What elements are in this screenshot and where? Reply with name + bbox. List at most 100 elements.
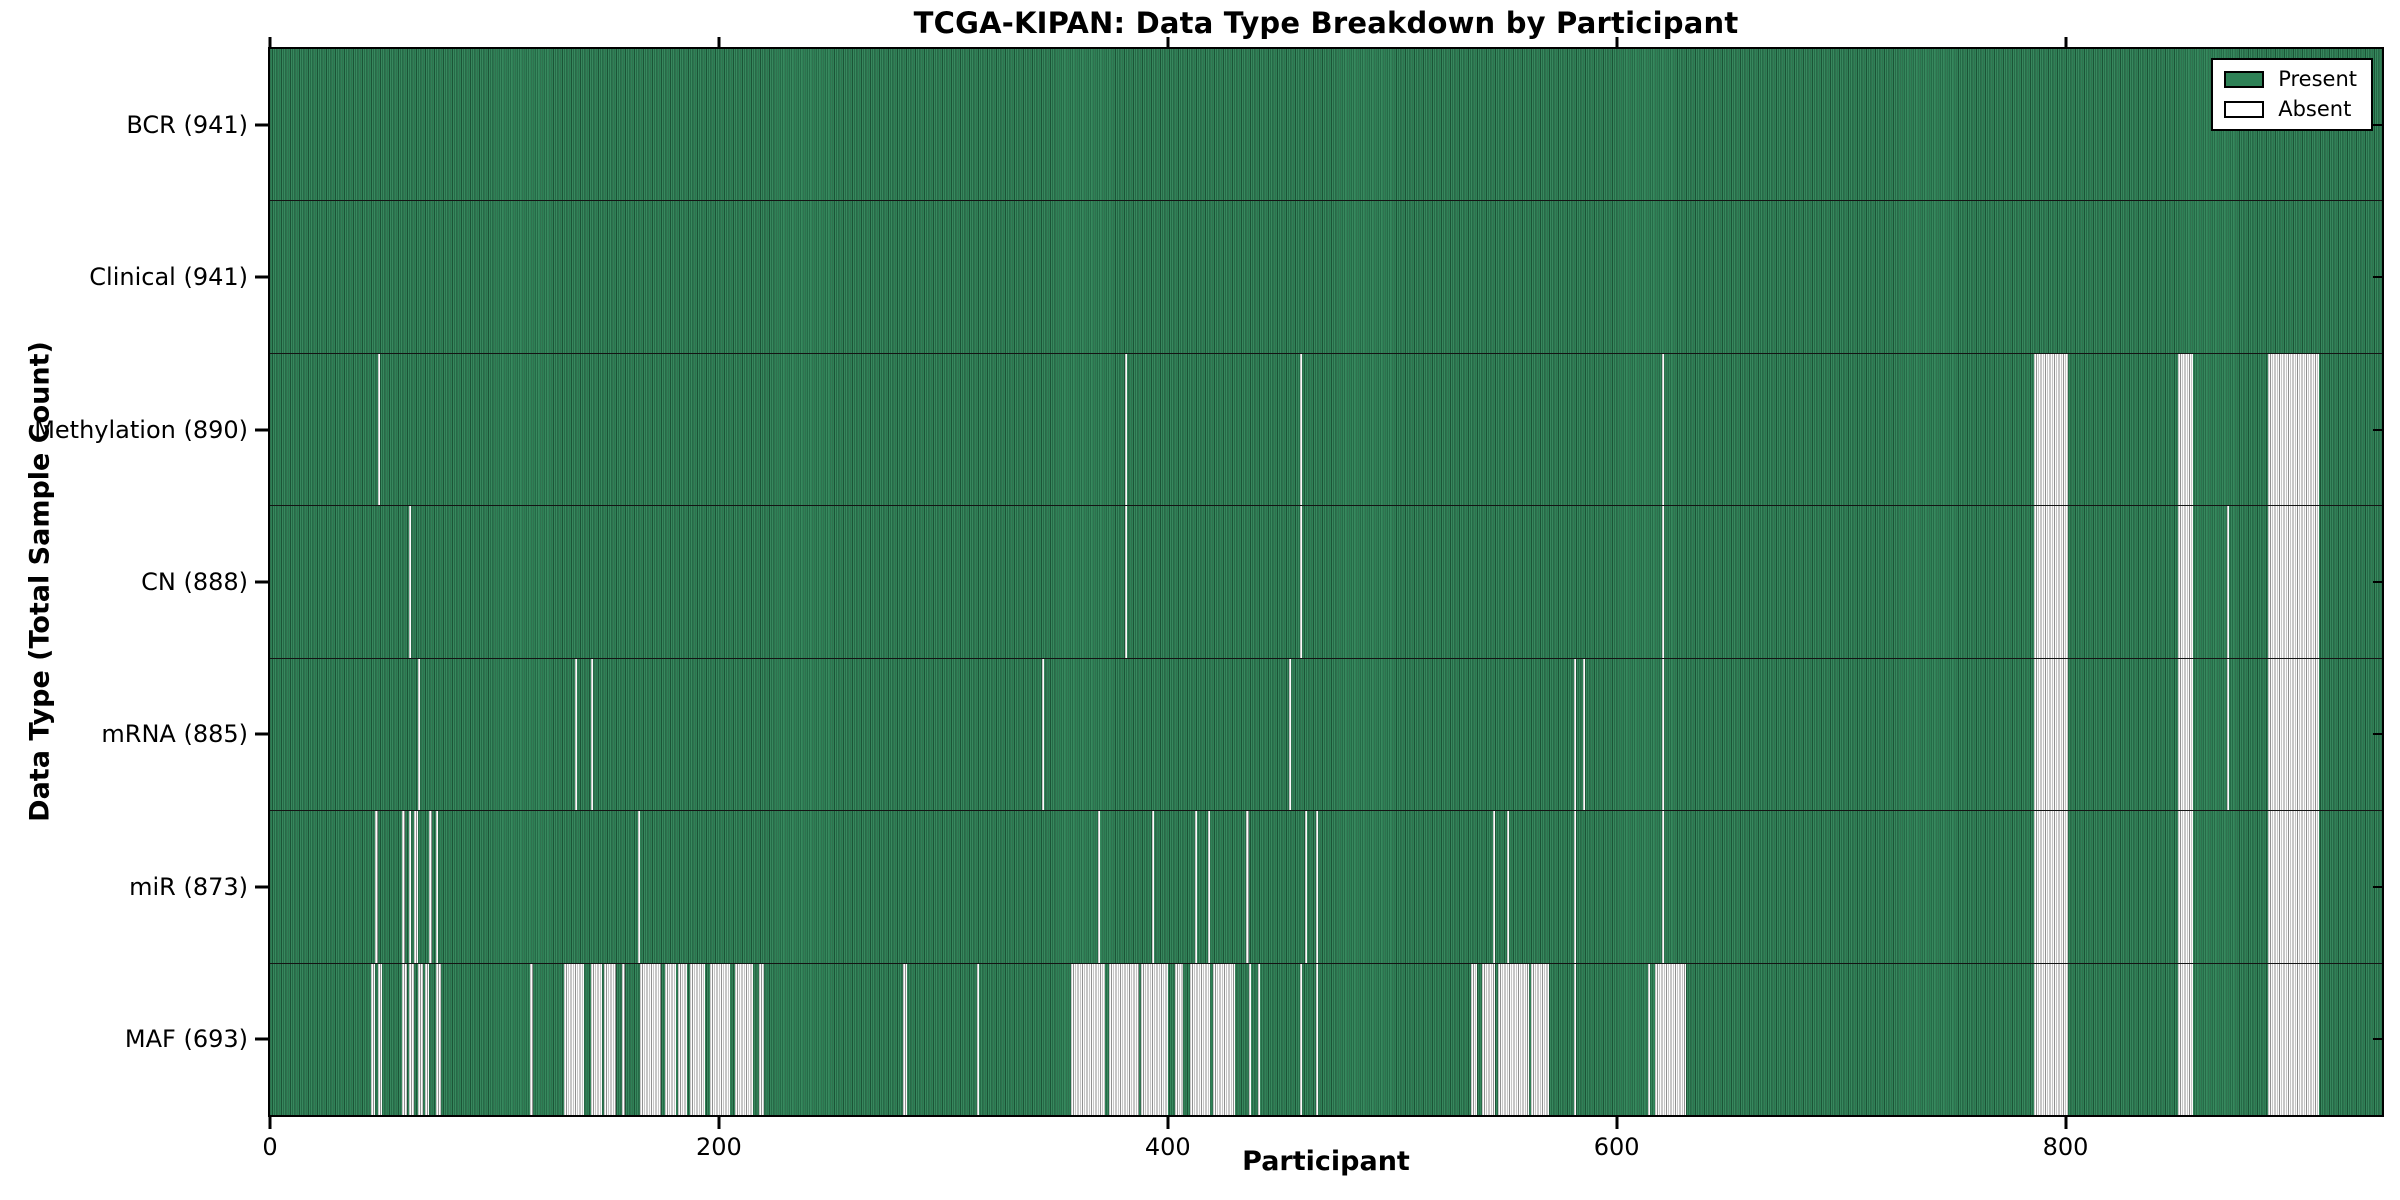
absent-segment — [1315, 963, 1319, 1115]
absent-segment — [2227, 658, 2230, 811]
absent-segment — [1648, 963, 1651, 1115]
absent-segment — [2267, 353, 2320, 506]
row-mrna — [270, 657, 2382, 811]
absent-segment — [1152, 811, 1155, 963]
y-tick — [255, 732, 268, 736]
absent-segment — [709, 963, 731, 1115]
y-tick — [255, 580, 268, 584]
absent-segment — [2034, 506, 2068, 658]
legend-item-present: Present — [2224, 69, 2357, 90]
absent-segment — [2034, 658, 2068, 811]
absent-segment — [409, 811, 412, 963]
x-tick-top — [717, 37, 721, 47]
absent-segment — [1654, 963, 1687, 1115]
y-tick-right — [2373, 124, 2382, 127]
x-tick-label: 800 — [2042, 1133, 2089, 1161]
absent-segment — [1304, 811, 1307, 963]
rows — [270, 49, 2382, 1115]
absent-segment — [1300, 963, 1303, 1115]
absent-segment — [590, 963, 603, 1115]
row-maf — [270, 962, 2382, 1115]
absent-segment — [665, 963, 677, 1115]
absent-segment — [1574, 658, 1577, 811]
absent-segment — [1109, 963, 1139, 1115]
absent-segment — [436, 811, 439, 963]
present-swatch — [2224, 71, 2265, 88]
absent-segment — [1140, 963, 1168, 1115]
absent-segment — [590, 658, 594, 811]
absent-segment — [902, 963, 908, 1115]
x-tick-top — [2064, 37, 2068, 47]
row-methylation — [270, 352, 2382, 506]
x-tick-label: 0 — [262, 1133, 278, 1161]
absent-segment — [2177, 963, 2194, 1115]
absent-segment — [1493, 811, 1496, 963]
y-tick-right — [2373, 1037, 2382, 1040]
y-tick — [255, 885, 268, 889]
x-axis-title: Participant — [1242, 1146, 1410, 1177]
y-tick-label-methylation: Methylation (890) — [34, 415, 248, 444]
absent-segment — [1098, 811, 1101, 963]
absent-segment — [575, 658, 578, 811]
legend-item-absent: Absent — [2224, 99, 2357, 120]
absent-segment — [1315, 811, 1319, 963]
y-tick-label-mir: miR (873) — [129, 872, 248, 901]
chart-title: TCGA-KIPAN: Data Type Breakdown by Parti… — [913, 6, 1739, 40]
absent-segment — [1246, 811, 1249, 963]
x-tick-top — [268, 37, 272, 47]
x-tick — [1166, 1117, 1170, 1129]
absent-segment — [370, 963, 376, 1115]
absent-segment — [418, 658, 421, 811]
x-tick-label: 400 — [1144, 1133, 1191, 1161]
y-tick-right — [2373, 885, 2382, 888]
y-tick — [255, 123, 268, 127]
absent-swatch — [2224, 101, 2265, 118]
absent-segment — [734, 963, 753, 1115]
absent-segment — [1300, 353, 1303, 506]
absent-segment — [1071, 963, 1105, 1115]
absent-segment — [1661, 658, 1664, 811]
x-tick-label: 200 — [695, 1133, 742, 1161]
absent-segment — [418, 963, 423, 1115]
absent-segment — [1125, 353, 1128, 506]
y-tick-label-bcr: BCR (941) — [126, 111, 248, 140]
absent-segment — [375, 811, 378, 963]
absent-segment — [2177, 353, 2194, 506]
absent-segment — [759, 963, 764, 1115]
absent-segment — [689, 963, 706, 1115]
absent-segment — [2267, 506, 2320, 658]
legend-label-present: Present — [2278, 67, 2357, 91]
absent-segment — [1574, 811, 1577, 963]
absent-segment — [409, 506, 412, 658]
row-bcr — [270, 49, 2382, 201]
absent-segment — [1212, 963, 1236, 1115]
row-cn — [270, 505, 2382, 658]
absent-segment — [409, 963, 414, 1115]
absent-segment — [2177, 658, 2194, 811]
absent-segment — [429, 811, 432, 963]
absent-segment — [436, 963, 441, 1115]
legend-label-absent: Absent — [2278, 97, 2352, 121]
absent-segment — [413, 811, 419, 963]
y-tick-right — [2373, 276, 2382, 279]
y-tick-right — [2373, 581, 2382, 583]
x-tick-label: 600 — [1593, 1133, 1640, 1161]
absent-segment — [2034, 811, 2068, 963]
absent-segment — [1042, 658, 1045, 811]
absent-segment — [2177, 506, 2194, 658]
x-tick — [2064, 1117, 2068, 1129]
absent-segment — [2034, 353, 2068, 506]
y-tick-label-clinical: Clinical (941) — [89, 263, 248, 292]
absent-segment — [1574, 963, 1577, 1115]
absent-segment — [678, 963, 688, 1115]
absent-segment — [1497, 963, 1530, 1115]
y-tick-right — [2373, 733, 2382, 736]
absent-segment — [402, 811, 405, 963]
absent-segment — [1208, 811, 1211, 963]
absent-segment — [1257, 963, 1260, 1115]
absent-segment — [1661, 506, 1664, 658]
absent-segment — [2177, 811, 2194, 963]
absent-segment — [1481, 963, 1496, 1115]
absent-segment — [564, 963, 585, 1115]
y-tick-right — [2373, 428, 2382, 431]
